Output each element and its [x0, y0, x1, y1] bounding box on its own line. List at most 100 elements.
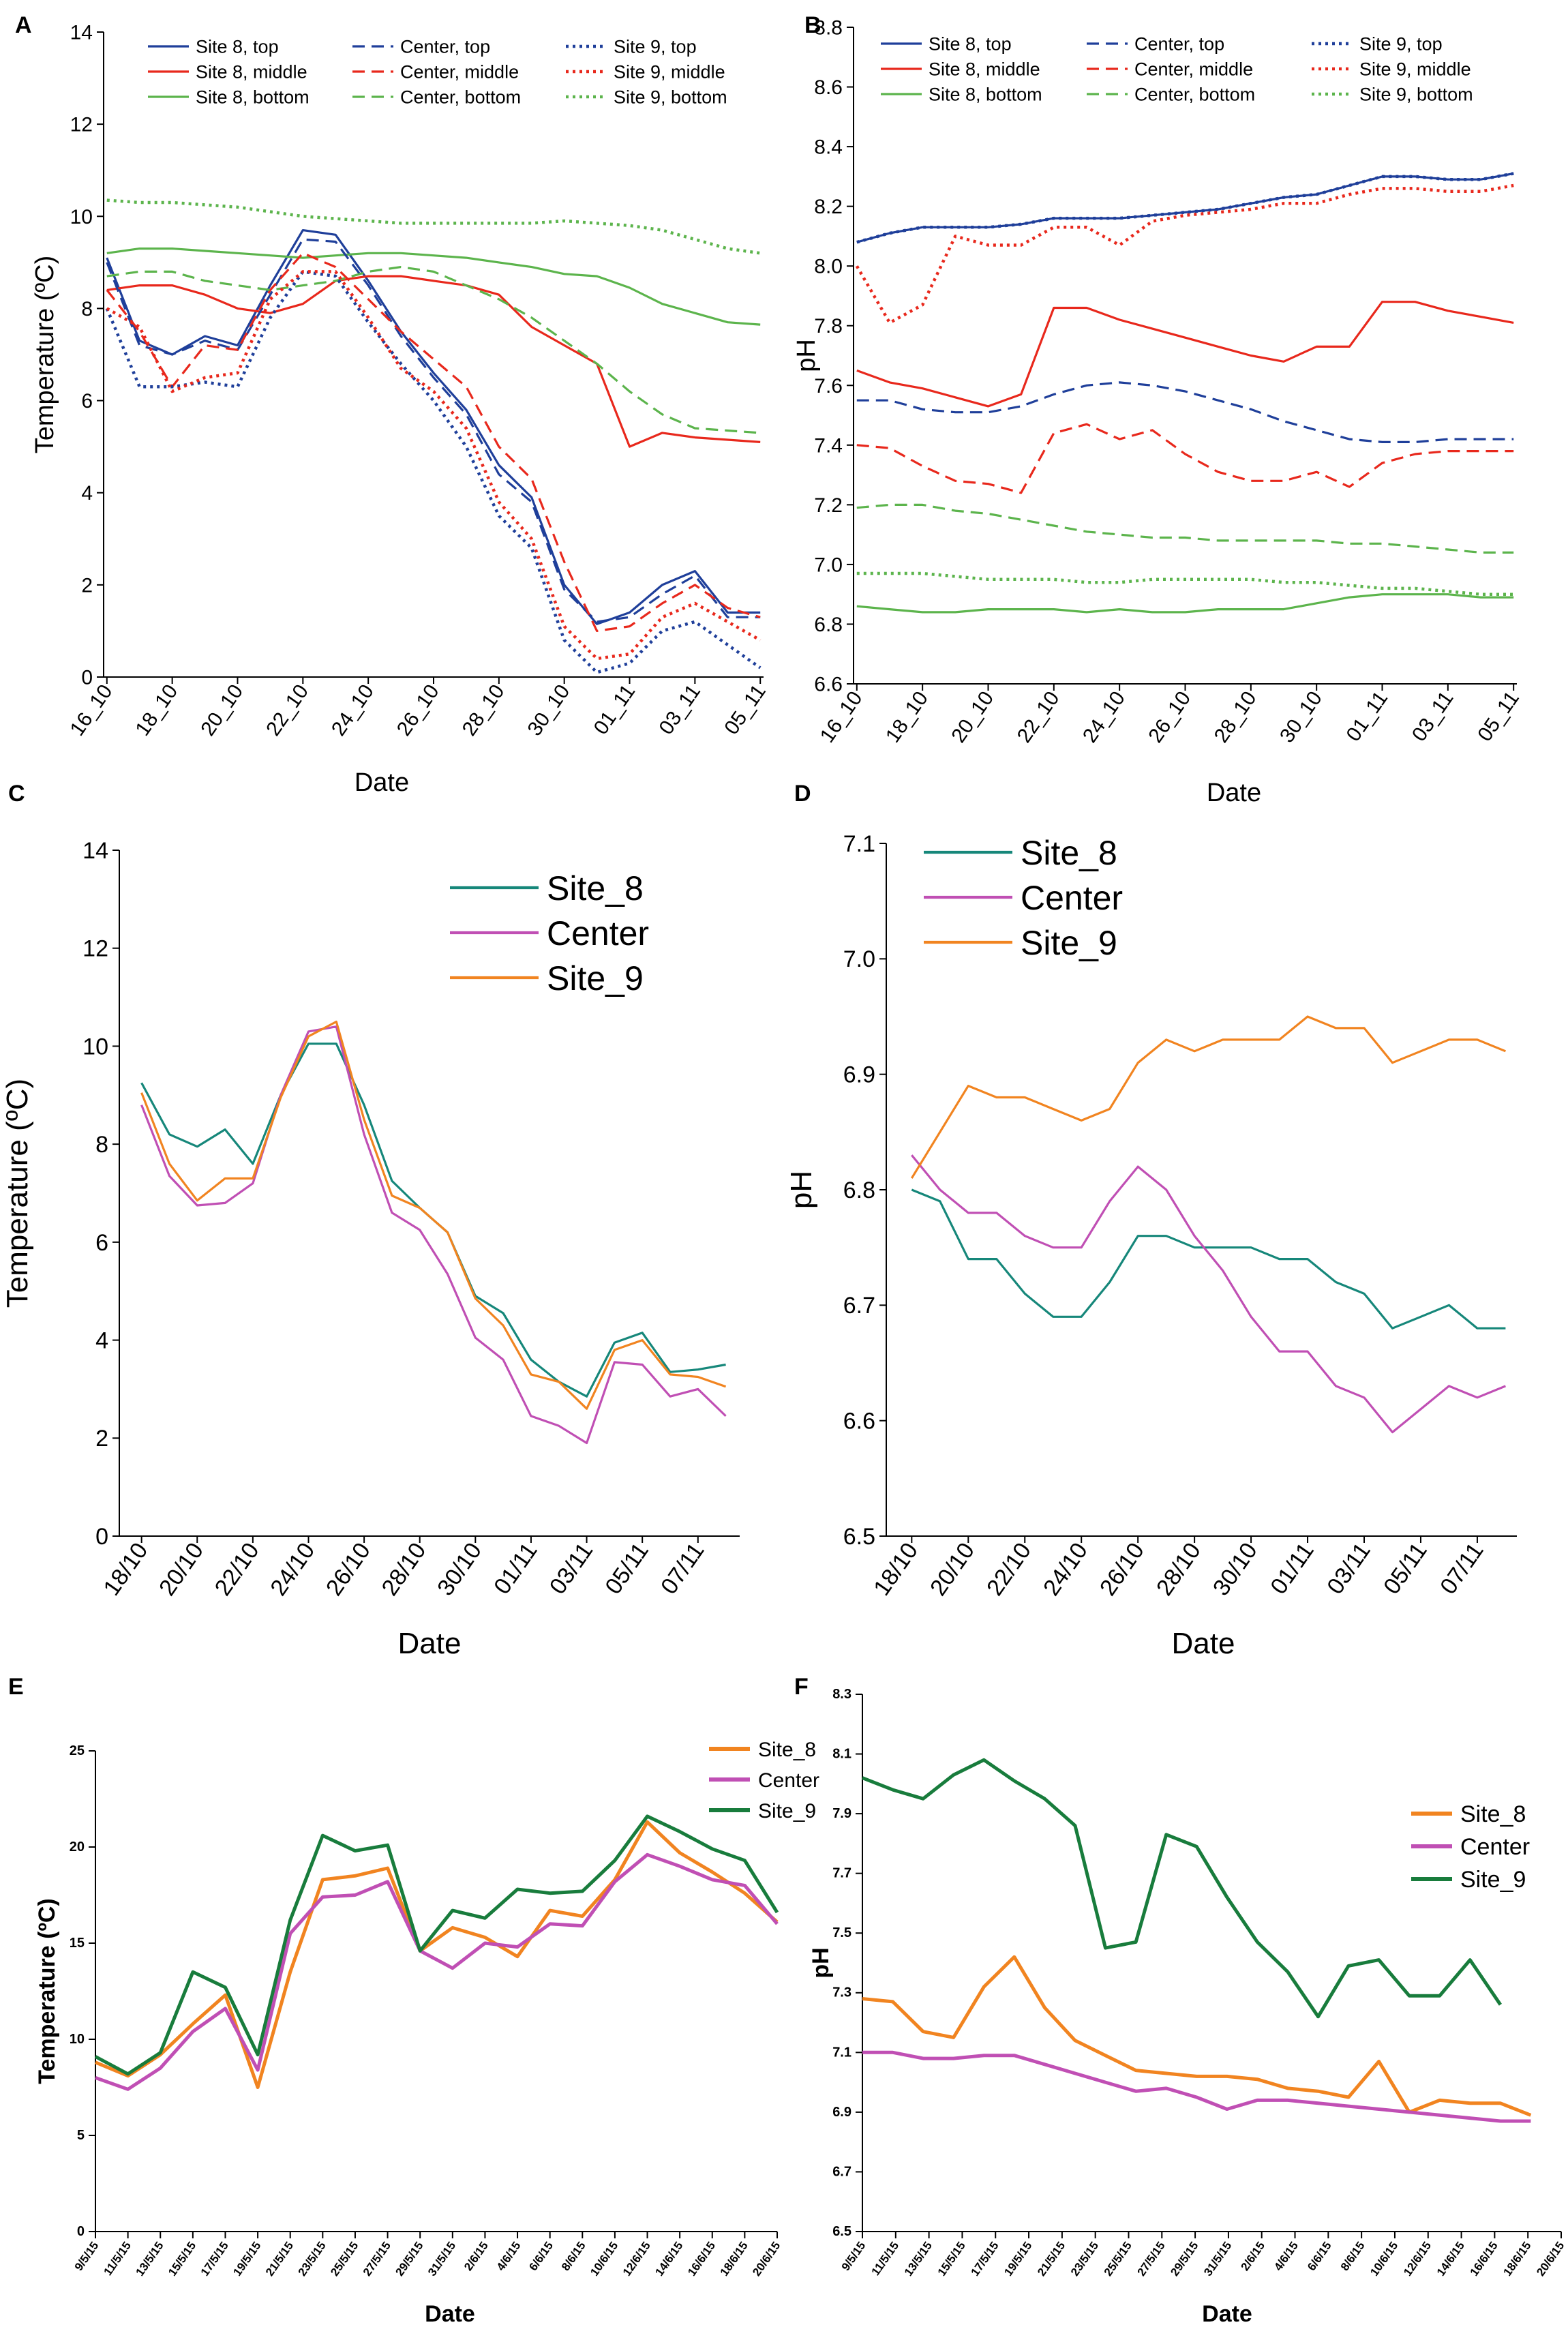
x-tick-label: 01_11: [590, 680, 640, 738]
x-tick-label: 11/5/15: [101, 2239, 134, 2278]
x-tick-label: 16/6/15: [1468, 2239, 1501, 2278]
x-tick-label: 4/6/15: [1271, 2239, 1301, 2273]
panel-label-c: C: [8, 781, 25, 807]
x-tick-label: 03_11: [1408, 687, 1458, 745]
x-tick-label: 30_10: [1276, 687, 1327, 747]
series-line-center: [95, 1852, 779, 2091]
y-tick-label: 6.7: [832, 2164, 851, 2179]
legend-label-site-9-top: Site 9, top: [614, 36, 697, 57]
x-tick-label: 26/10: [1095, 1538, 1149, 1601]
y-tick-label: 5: [77, 2128, 85, 2143]
y-tick-label: 7.0: [843, 946, 875, 972]
x-tick-label: 12/6/15: [1401, 2239, 1434, 2278]
series-line-site-9-bottom: [106, 198, 761, 255]
legend-label-site-9: Site_9: [1460, 1867, 1526, 1893]
x-tick-label: 22_10: [1013, 687, 1064, 747]
x-tick-label: 26/10: [321, 1538, 376, 1601]
series-line-site-9-middle: [106, 270, 762, 661]
x-tick-label: 15/5/15: [166, 2239, 198, 2278]
x-tick-label: 15/5/15: [935, 2239, 968, 2278]
y-tick-label: 6.5: [832, 2224, 851, 2239]
x-tick-label: 8/6/15: [559, 2239, 588, 2273]
x-tick-label: 23/5/15: [296, 2239, 329, 2278]
y-tick-label: 14: [82, 838, 108, 864]
x-tick-label: 16/6/15: [685, 2239, 718, 2278]
x-tick-label: 21/5/15: [263, 2239, 296, 2278]
series-line-site-9: [862, 1758, 1502, 2019]
y-tick-label: 7.3: [832, 1985, 851, 2000]
panel-a: A 0 2 4 6 8 10 12 14 16_10 18_10 20_10 22_10 24_10 26_…: [15, 12, 770, 797]
x-tick-label: 9/5/15: [839, 2239, 869, 2273]
y-tick-label: 6.8: [843, 1177, 875, 1203]
x-tick-label: 26_10: [393, 680, 444, 740]
panel-e: E 0 5 10 15 20 25 9/5/15 11/5/15 13/5/15 15/5/15 17…: [8, 1674, 819, 2327]
y-tick-label: 4: [95, 1327, 108, 1353]
x-tick-label: 11/5/15: [869, 2239, 902, 2278]
x-tick-label: 13/5/15: [902, 2239, 935, 2278]
legend-label-site-8-middle: Site 8, middle: [196, 61, 307, 82]
x-tick-label: 30/10: [432, 1538, 487, 1601]
x-tick-label: 05/11: [1378, 1538, 1432, 1599]
y-tick-label: 6.9: [843, 1062, 875, 1088]
legend-label-site-8: Site_8: [1460, 1801, 1526, 1827]
panel-label-b: B: [804, 12, 821, 38]
y-tick-label: 7.9: [832, 1806, 851, 1821]
y-tick-label: 6.6: [814, 674, 843, 696]
x-tick-label: 30/10: [1208, 1538, 1263, 1601]
y-tick-label: 6.8: [814, 614, 843, 636]
panel-b: B 6.6 6.8 7.0 7.2 7.4 7.6 7.8 8.0 8.2 8.4 8.6 8.8 16_…: [792, 12, 1524, 807]
y-tick-label: 8.8: [814, 17, 843, 40]
x-tick-label: 20/6/15: [750, 2239, 783, 2278]
series-line-site-8: [95, 1820, 779, 2089]
x-tick-label: 19/5/15: [1001, 2239, 1034, 2278]
y-tick-label: 7.8: [814, 315, 843, 337]
series-line-site-8-top: [106, 229, 761, 625]
y-axis-title: pH: [785, 1171, 818, 1209]
x-tick-label: 28_10: [458, 680, 509, 740]
panel-label-d: D: [794, 781, 811, 807]
x-tick-label: 20/10: [925, 1538, 980, 1601]
x-tick-label: 05_11: [1473, 687, 1524, 745]
series-line-site-8-bottom: [856, 593, 1514, 614]
x-tick-label: 18_10: [131, 680, 182, 740]
y-tick-label: 6.5: [843, 1524, 875, 1550]
legend-label-center: Center: [1021, 879, 1123, 917]
x-tick-label: 2/6/15: [462, 2239, 491, 2273]
series-line-site-9-bottom: [856, 571, 1514, 596]
x-tick-label: 20_10: [196, 680, 247, 740]
legend-label-center-middle: Center, middle: [400, 61, 519, 82]
y-tick-label: 6: [81, 390, 93, 412]
y-tick-label: 8.4: [814, 136, 843, 159]
x-tick-label: 13/5/15: [134, 2239, 166, 2278]
x-tick-label: 21/5/15: [1035, 2239, 1068, 2278]
y-axis-title: pH: [808, 1947, 834, 1978]
y-tick-label: 12: [70, 114, 93, 136]
y-tick-label: 2: [95, 1426, 108, 1452]
series-line-center: [862, 2050, 1531, 2123]
series-line-site-8: [862, 1955, 1532, 2117]
legend-label-site-8-middle: Site 8, middle: [929, 59, 1040, 79]
y-tick-label: 10: [70, 206, 93, 228]
x-tick-label: 10/6/15: [1368, 2239, 1400, 2278]
panel-d: D 6.5 6.6 6.7 6.8 6.9 7.0 7.1 18/10 20/10 22/10 24/…: [785, 781, 1517, 1660]
x-tick-label: 16_10: [816, 687, 867, 747]
x-tick-label: 30_10: [524, 680, 575, 740]
y-axis-title: Temperature (ºC): [31, 256, 59, 454]
x-tick-label: 20/6/15: [1534, 2239, 1567, 2278]
x-tick-label: 22/10: [210, 1538, 265, 1601]
series-line-site-9: [94, 1814, 779, 2076]
x-axis-title: Date: [1207, 779, 1261, 807]
y-tick-label: 8.6: [814, 76, 843, 99]
x-tick-label: 24/10: [1038, 1538, 1093, 1601]
x-tick-label: 25/5/15: [328, 2239, 361, 2278]
y-tick-label: 8: [95, 1132, 108, 1158]
legend-label-site-8: Site_8: [758, 1739, 816, 1761]
series-line-site-8: [911, 1188, 1506, 1330]
x-tick-label: 6/6/15: [1305, 2239, 1334, 2273]
y-tick-label: 10: [70, 2032, 85, 2047]
legend-label-site-9-bottom: Site 9, bottom: [1359, 84, 1473, 104]
x-tick-label: 29/5/15: [1168, 2239, 1201, 2278]
series-line-site-8-middle: [106, 275, 761, 448]
x-tick-label: 24_10: [1079, 687, 1130, 747]
